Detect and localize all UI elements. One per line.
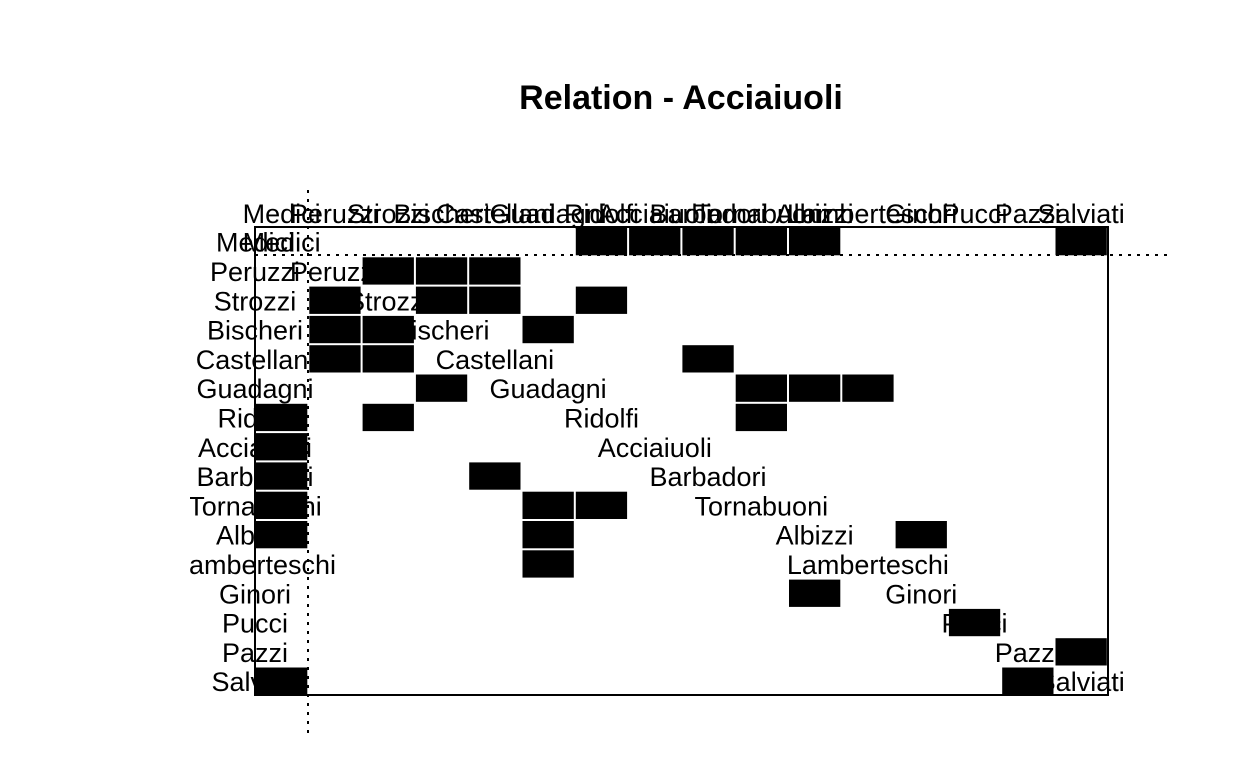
diagonal-label-3: Bischeri [393, 316, 489, 346]
column-label-10: Albizzi [776, 199, 854, 229]
column-label-5: Guadagni [490, 199, 607, 229]
plot-frame [254, 226, 1109, 696]
matrix-cell-4 [789, 228, 841, 256]
matrix-cell-33 [522, 521, 574, 549]
matrix-cell-25 [735, 403, 787, 432]
diagonal-label-13: Pucci [941, 609, 1007, 639]
matrix-cell-14 [362, 315, 414, 344]
column-label-13: Pucci [941, 199, 1007, 229]
matrix-cell-10 [415, 286, 468, 314]
column-label-12: Ginori [885, 199, 957, 229]
diagonal-label-15: Salviati [1038, 667, 1125, 697]
matrix-cell-0 [575, 228, 628, 256]
diagonal-label-9: Tornabuoni [694, 491, 828, 521]
matrix-cell-28 [469, 462, 521, 490]
matrix-cell-9 [309, 286, 361, 314]
diagonal-label-10: Albizzi [776, 521, 854, 551]
diagonal-label-1: Peruzzi [290, 257, 380, 287]
matrix-cell-34 [895, 521, 947, 549]
diagonal-label-2: Strozzi [347, 286, 430, 316]
column-label-9: Tornabuoni [694, 199, 828, 229]
matrix-cell-5 [1055, 228, 1107, 256]
matrix-cell-39 [256, 667, 308, 695]
diagonal-label-11: Lamberteschi [787, 550, 949, 580]
matrix-cell-12 [575, 286, 628, 314]
matrix-cell-11 [469, 286, 521, 314]
diagonal-labels: MediciPeruzziStrozziBischeriCastellaniGu… [243, 228, 1125, 698]
row-label-11: Lamberteschi [174, 550, 336, 580]
matrix-cell-8 [469, 257, 521, 285]
column-label-7: Acciaiuoli [598, 199, 712, 229]
matrix-cell-26 [256, 433, 308, 461]
matrix-cell-6 [362, 257, 414, 285]
matrix-cell-7 [415, 257, 468, 285]
column-label-15: Salviati [1038, 199, 1125, 229]
diagonal-label-4: Castellani [436, 345, 555, 375]
column-label-3: Bischeri [393, 199, 489, 229]
matrix-cell-38 [1055, 638, 1107, 666]
diagonal-label-14: Pazzi [995, 638, 1061, 668]
matrix-cell-15 [522, 315, 574, 344]
matrix-cell-37 [948, 608, 1001, 637]
matrix-cell-24 [362, 403, 414, 432]
column-label-8: Barbadori [649, 199, 766, 229]
column-label-11: Lamberteschi [787, 199, 949, 229]
chart-title: Relation - Acciaiuoli [519, 79, 843, 117]
matrix-cell-40 [1002, 667, 1054, 695]
matrix-cell-16 [309, 345, 361, 373]
column-label-6: Ridolfi [564, 199, 639, 229]
matrix-cell-17 [362, 345, 414, 373]
column-label-4: Castellani [436, 199, 555, 229]
matrix-cell-27 [256, 462, 308, 490]
matrix-cell-32 [256, 521, 308, 549]
diagonal-label-6: Ridolfi [564, 404, 639, 434]
matrix-cell-22 [842, 374, 894, 402]
column-label-0: Medici [243, 199, 321, 229]
matrix-cell-29 [256, 491, 308, 519]
matrix-cells [256, 228, 1107, 695]
matrix-cell-3 [735, 228, 787, 256]
matrix-cell-19 [415, 374, 468, 402]
diagonal-label-8: Barbadori [649, 462, 766, 492]
matrix-cell-1 [629, 228, 681, 256]
matrix-cell-36 [789, 579, 841, 607]
matrix-cell-23 [256, 403, 308, 432]
matrix-cell-35 [522, 550, 574, 578]
matrix-cell-18 [682, 345, 734, 373]
matrix-cell-2 [682, 228, 734, 256]
column-label-2: Strozzi [347, 199, 430, 229]
column-labels: MediciPeruzziStrozziBischeriCastellaniGu… [243, 199, 1125, 229]
diagonal-label-12: Ginori [885, 579, 957, 609]
column-label-1: Peruzzi [290, 199, 380, 229]
matrix-cell-13 [309, 315, 361, 344]
column-label-14: Pazzi [995, 199, 1061, 229]
matrix-cell-21 [789, 374, 841, 402]
diagonal-label-7: Acciaiuoli [598, 433, 712, 463]
matrix-cell-30 [522, 491, 574, 519]
matrix-cell-31 [575, 491, 628, 519]
diagonal-label-5: Guadagni [490, 374, 607, 404]
matrix-cell-20 [735, 374, 787, 402]
